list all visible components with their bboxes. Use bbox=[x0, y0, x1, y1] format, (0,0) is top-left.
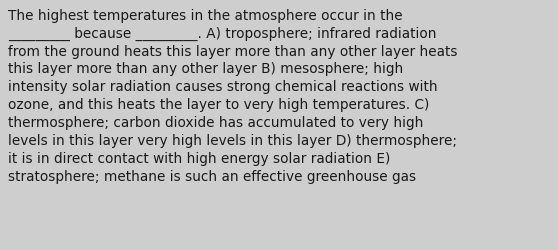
Text: The highest temperatures in the atmosphere occur in the
_________ because ______: The highest temperatures in the atmosphe… bbox=[8, 9, 458, 183]
